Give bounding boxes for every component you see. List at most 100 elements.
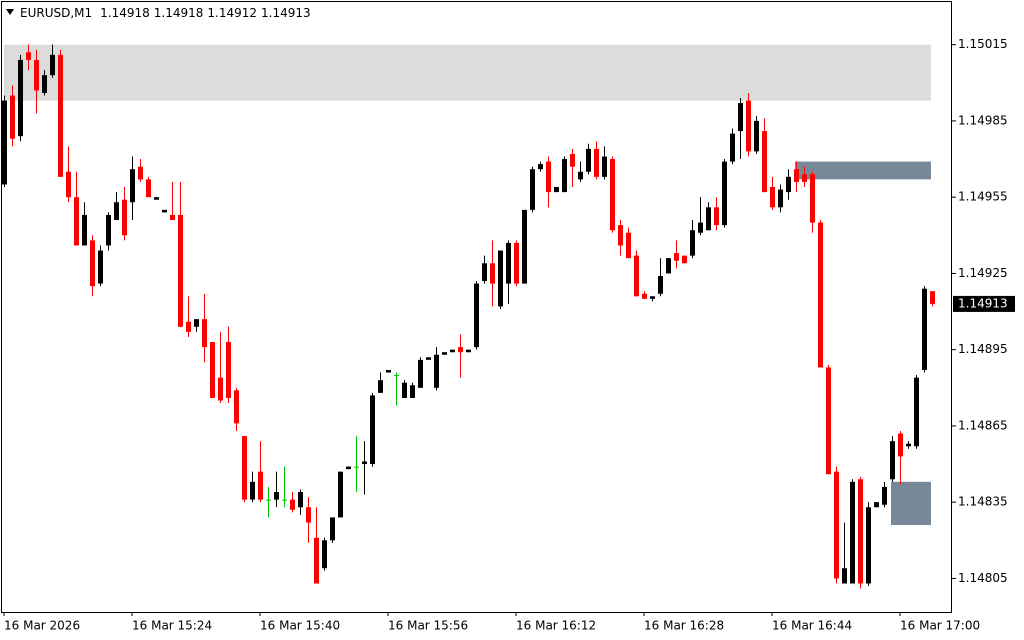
candle-body (370, 395, 375, 465)
candle-body (458, 347, 463, 353)
y-tick-label: 1.14985 (958, 113, 1008, 127)
candle-body (82, 214, 87, 246)
candle-body (290, 499, 295, 510)
x-tick-label: 16 Mar 17:00 (900, 619, 980, 633)
candle-body (10, 95, 15, 139)
candle-body (746, 100, 751, 152)
symbol: EURUSD,M1 (20, 6, 92, 20)
candle-body (754, 120, 759, 152)
candle-body (474, 283, 479, 348)
candle-body (914, 377, 919, 447)
chart-header: EURUSD,M1 1.14918 1.14918 1.14912 1.14913 (20, 6, 311, 20)
candle-body (394, 375, 399, 377)
candle-body (762, 131, 767, 193)
candle-body (426, 357, 431, 360)
candle-body (26, 52, 31, 60)
candle-body (546, 161, 551, 193)
candle-body (634, 255, 639, 297)
y-tick-label: 1.14805 (958, 571, 1008, 585)
candle-body (514, 242, 519, 284)
candle-body (90, 240, 95, 287)
candle-body (442, 352, 447, 355)
candle-body (418, 359, 423, 388)
candle-body (282, 499, 287, 501)
close-value: 1.14913 (261, 6, 311, 20)
candle-body (778, 189, 783, 208)
candle-body (18, 59, 23, 137)
candle-body (602, 156, 607, 177)
candle-body (898, 433, 903, 457)
price-tag (953, 295, 1015, 312)
x-tick-label: 16 Mar 16:28 (644, 619, 724, 633)
candle-body (522, 209, 527, 284)
candle-body (706, 207, 711, 231)
candle-body (610, 159, 615, 231)
candle-body (722, 161, 727, 226)
candle-body (258, 471, 263, 500)
candle-body (410, 385, 415, 398)
candle-body (274, 492, 279, 500)
candle-body (586, 148, 591, 172)
candle-body (66, 171, 71, 198)
candle-body (154, 197, 159, 200)
y-tick-label: 1.14865 (958, 418, 1008, 432)
candle-body (434, 354, 439, 388)
candle-body (130, 169, 135, 203)
candle-body (506, 242, 511, 284)
candle-body (850, 481, 855, 584)
candle-body (658, 275, 663, 294)
candle-body (858, 479, 863, 584)
candle-body (810, 174, 815, 223)
candles (2, 44, 935, 589)
candle-body (170, 214, 175, 221)
candle-body (330, 517, 335, 541)
candle-body (770, 187, 775, 208)
candle-body (930, 291, 935, 304)
candle-body (202, 319, 207, 348)
plot-frame (1, 1, 952, 613)
candle-body (322, 540, 327, 569)
candle-body (218, 377, 223, 401)
x-tick-label: 16 Mar 16:12 (516, 619, 596, 633)
candle-body (298, 492, 303, 508)
candle-body (226, 342, 231, 398)
zone (795, 161, 931, 180)
x-tick-label: 16 Mar 15:40 (260, 619, 340, 633)
candle-body (122, 199, 127, 236)
candle-body (346, 466, 351, 470)
candle-body (594, 148, 599, 177)
candle-body (562, 159, 567, 193)
candle-body (794, 169, 799, 182)
y-tick-label: 1.14925 (958, 266, 1008, 280)
candle-body (114, 202, 119, 221)
candle-body (842, 568, 847, 584)
candle-body (106, 214, 111, 246)
candle-body (378, 380, 383, 393)
candle-body (554, 187, 559, 193)
candle-body (818, 222, 823, 368)
candle-body (650, 296, 655, 299)
candle-body (698, 222, 703, 233)
y-tick-label: 1.14895 (958, 342, 1008, 356)
candle-body (194, 319, 199, 327)
candle-body (682, 255, 687, 264)
y-tick-label: 1.14835 (958, 495, 1008, 509)
candle-body (138, 166, 143, 180)
candle-body (42, 75, 47, 93)
candle-body (58, 54, 63, 177)
candle-body (690, 230, 695, 256)
candle-body (250, 481, 255, 500)
y-tick-label: 1.14955 (958, 190, 1008, 204)
candle-body (530, 169, 535, 210)
open-value: 1.14918 (100, 6, 150, 20)
candle-body (162, 209, 167, 213)
candle-body (834, 471, 839, 579)
menu-arrow[interactable] (6, 9, 14, 15)
candle-body (98, 250, 103, 284)
candle-body (674, 253, 679, 261)
price-tag-label: 1.14913 (958, 296, 1008, 310)
candle-body (306, 507, 311, 523)
candle-body (714, 207, 719, 226)
candle-body (922, 288, 927, 370)
